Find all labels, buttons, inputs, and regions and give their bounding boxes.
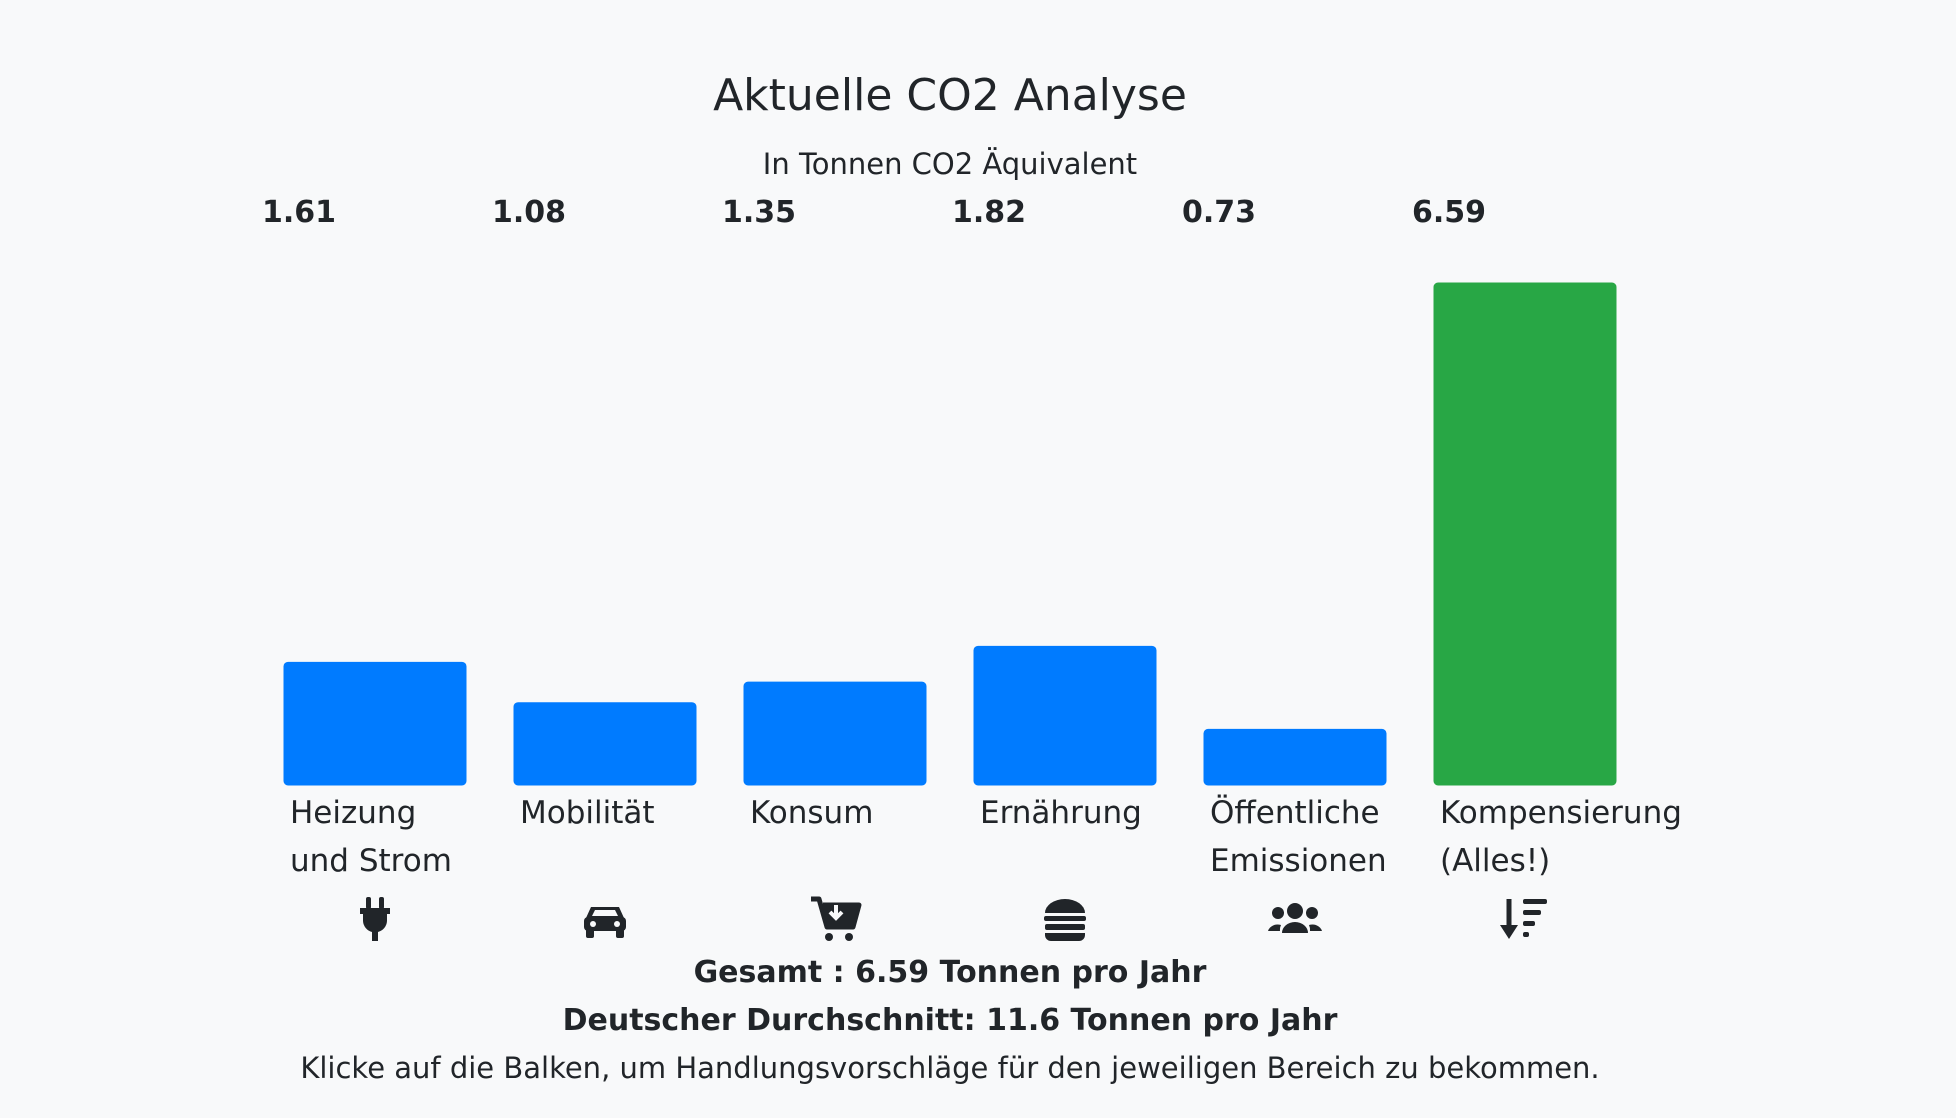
users-icon (1268, 903, 1322, 933)
value-label-2: 1.35 (722, 195, 796, 230)
category-icons (360, 896, 1547, 941)
bar-1[interactable] (513, 702, 697, 786)
chart-subtitle: In Tonnen CO2 Äquivalent (763, 147, 1137, 181)
category-label-0: Heizung und Strom (290, 795, 452, 879)
total-text: Gesamt : 6.59 Tonnen pro Jahr (694, 955, 1207, 990)
category-label-5: Kompensierung (Alles!) (1440, 795, 1682, 879)
category-label-4: Öffentliche Emissionen (1210, 794, 1387, 879)
cart-download-icon (811, 896, 862, 941)
car-icon (584, 907, 626, 938)
german-average-text: Deutscher Durchschnitt: 11.6 Tonnen pro … (563, 1003, 1338, 1038)
bar-4[interactable] (1203, 728, 1387, 786)
bars (283, 282, 1617, 786)
chart-title: Aktuelle CO2 Analyse (713, 70, 1187, 121)
click-hint-text: Klicke auf die Balken, um Handlungsvorsc… (300, 1051, 1599, 1085)
category-label-3: Ernährung (980, 795, 1142, 831)
sort-amount-down-icon (1500, 899, 1547, 939)
plug-icon (360, 897, 390, 941)
category-label-1: Mobilität (520, 795, 655, 831)
hamburger-icon (1044, 899, 1086, 941)
value-label-5: 6.59 (1412, 195, 1486, 230)
value-label-3: 1.82 (952, 195, 1026, 230)
value-label-0: 1.61 (262, 195, 336, 230)
value-label-1: 1.08 (492, 195, 566, 230)
bar-5[interactable] (1433, 282, 1617, 786)
bar-3[interactable] (973, 645, 1157, 786)
bar-2[interactable] (743, 681, 927, 786)
value-labels: 1.61 1.08 1.35 1.82 0.73 6.59 (262, 195, 1486, 230)
category-label-2: Konsum (750, 795, 873, 831)
category-labels: Heizung und Strom Mobilität Konsum Ernährung… (290, 794, 1682, 879)
bar-0[interactable] (283, 661, 467, 786)
value-label-4: 0.73 (1182, 195, 1256, 230)
